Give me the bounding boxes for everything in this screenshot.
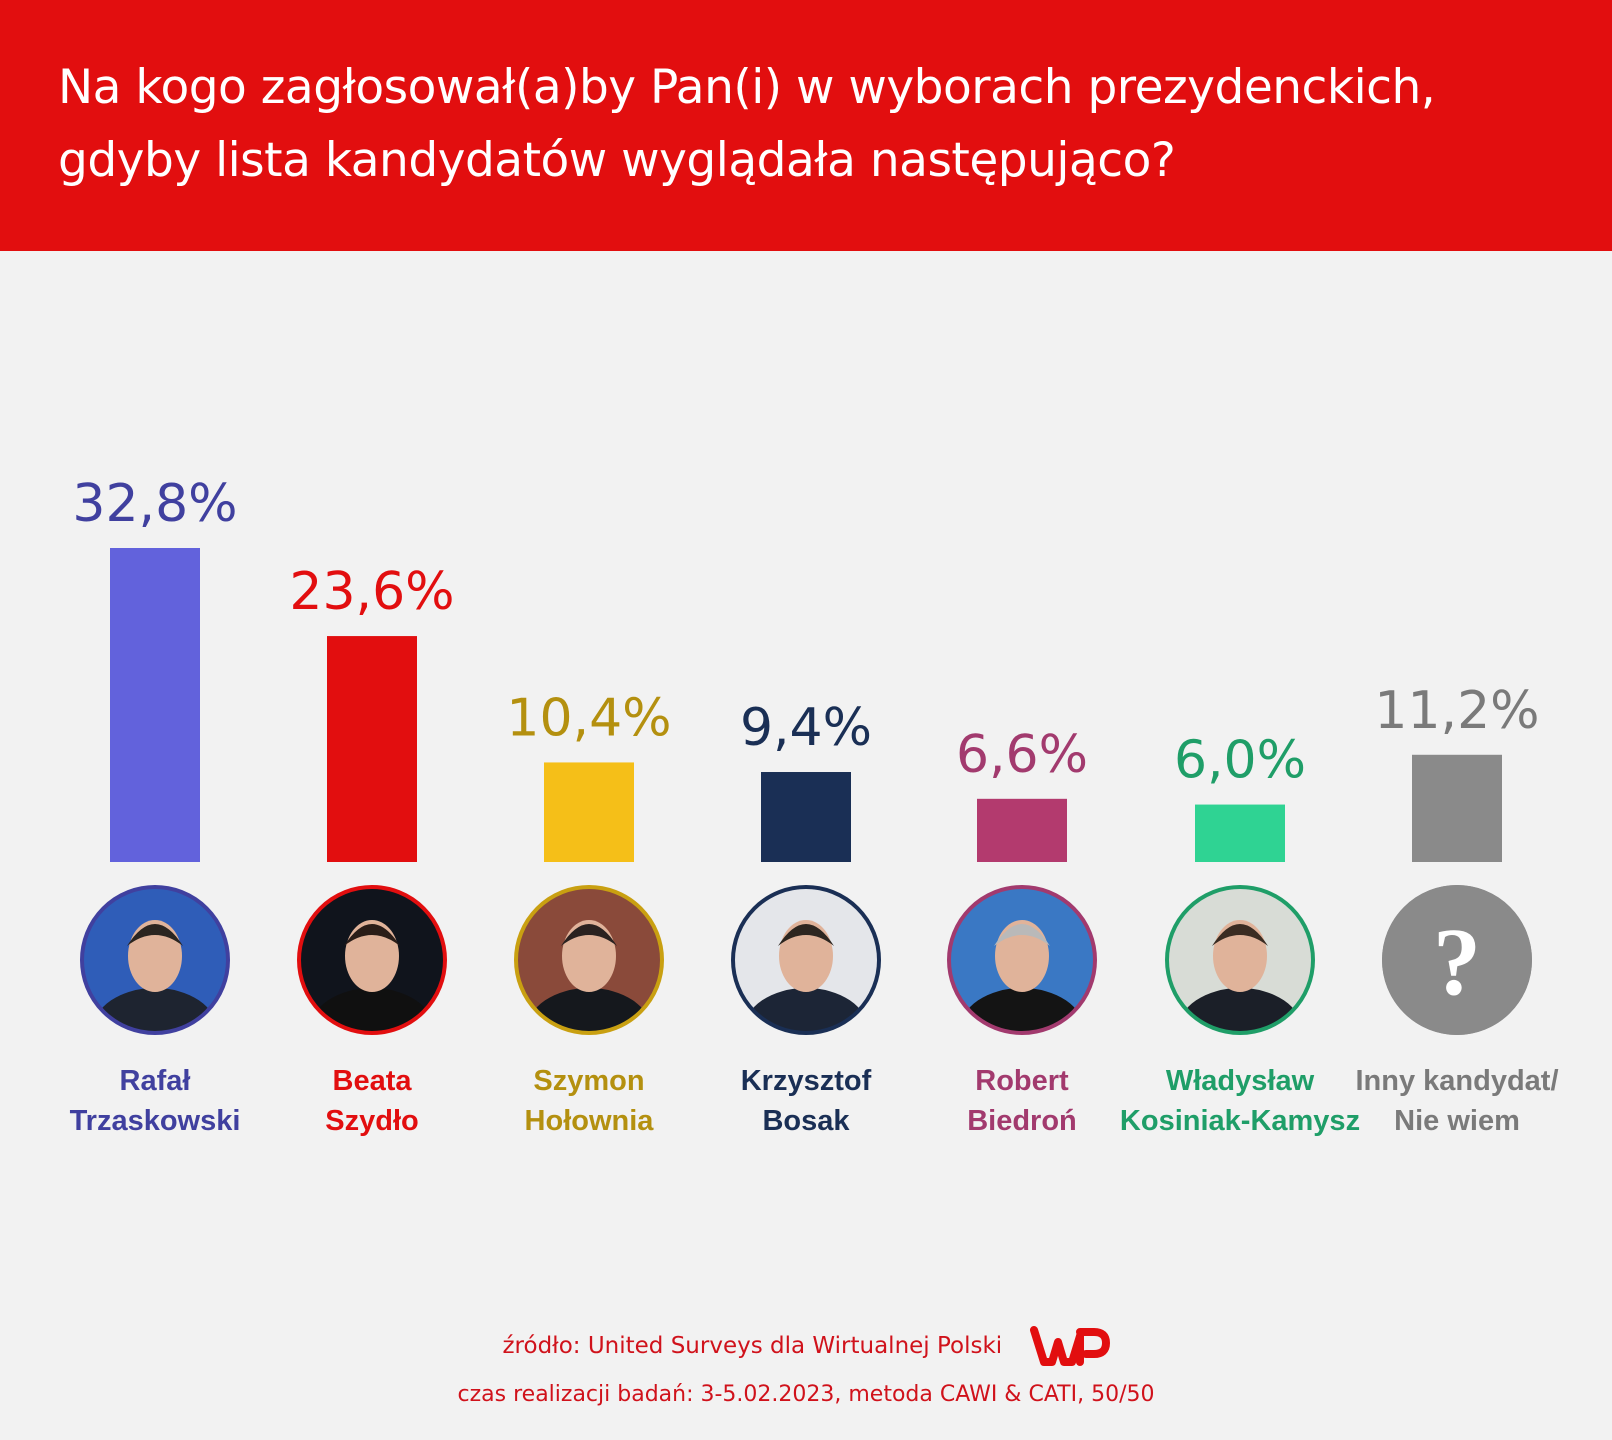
wp-logo-icon [1029,1326,1110,1366]
person-photo-icon [82,887,228,1033]
candidate-name-6-line-0: Inny kandydat/ [1355,1065,1558,1097]
bar-1 [327,636,417,862]
candidate-name-0-line-1: Trzaskowski [70,1105,241,1137]
bar-3 [761,772,851,862]
avatar-ring-1 [297,885,447,1035]
header-banner: Na kogo zagłosował(a)by Pan(i) w wyborac… [0,0,1612,251]
avatar-ring-6 [1382,885,1532,1035]
survey-meta: czas realizacji badań: 3-5.02.2023, meto… [457,1382,1155,1407]
candidate-name-5-line-0: Władysław [1166,1065,1315,1097]
avatar-ring-2 [514,885,664,1035]
person-photo-icon [733,887,879,1033]
person-photo-icon [516,887,662,1033]
source-text: źródło: United Surveys dla Wirtualnej Po… [502,1333,1003,1359]
bar-5 [1195,804,1285,862]
value-label-6: 11,2% [1374,681,1539,741]
value-label-1: 23,6% [289,562,454,622]
avatar-ring-4 [947,885,1097,1035]
bar-4 [977,798,1067,862]
bar-6 [1412,754,1502,862]
bar-0 [110,548,200,862]
avatar-ring-0 [80,885,230,1035]
candidate-name-6-line-1: Nie wiem [1394,1105,1520,1137]
value-label-5: 6,0% [1174,731,1306,791]
source-note: źródło: United Surveys dla Wirtualnej Po… [0,1324,1612,1368]
candidate-name-3-line-1: Bosak [762,1105,850,1137]
bar-chart: 32,8% Rafał Trzaskowski 23,6% Beata Szydło 10,… [70,474,1559,1137]
candidate-name-1-line-1: Szydło [325,1105,418,1137]
value-label-3: 9,4% [740,698,872,758]
chart-title-line-2: gdyby lista kandydatów wyglądała następu… [58,133,1176,188]
candidate-name-4-line-1: Biedroń [967,1105,1077,1137]
candidate-name-0-line-0: Rafał [120,1065,191,1097]
candidate-name-2-line-1: Hołownia [525,1105,655,1137]
avatar-ring-3 [731,885,881,1035]
value-label-0: 32,8% [72,474,237,534]
person-photo-icon [299,887,445,1033]
avatar-ring-5 [1165,885,1315,1035]
chart-title-line-1: Na kogo zagłosował(a)by Pan(i) w wyborac… [58,60,1436,115]
candidate-name-5-line-1: Kosiniak-Kamysz [1120,1105,1360,1137]
value-label-4: 6,6% [956,725,1088,785]
person-photo-icon [1167,887,1313,1033]
candidate-name-3-line-0: Krzysztof [741,1065,872,1097]
person-photo-icon [949,887,1095,1033]
question-mark-icon: ? [1433,908,1481,1015]
candidate-name-2-line-0: Szymon [533,1065,644,1097]
value-label-2: 10,4% [506,688,671,748]
candidate-name-1-line-0: Beata [333,1065,413,1097]
bar-2 [544,762,634,862]
candidate-name-4-line-0: Robert [975,1065,1069,1097]
avatar-unknown [1382,885,1532,1035]
